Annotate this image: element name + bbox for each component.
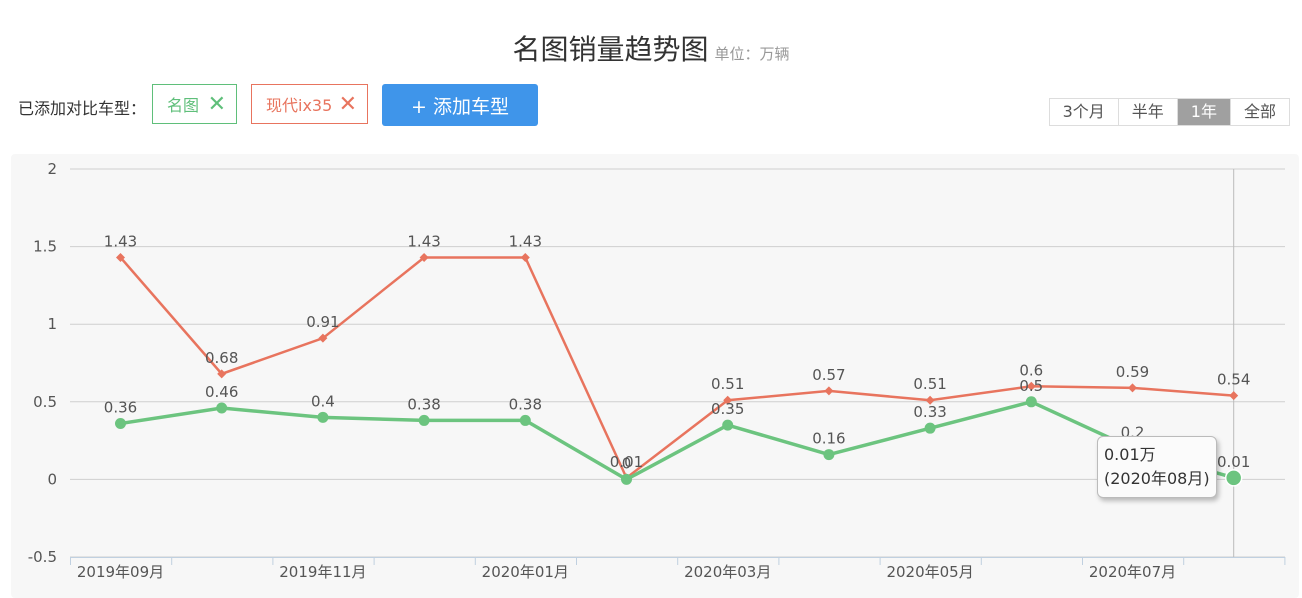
y-tick-label: -0.5 xyxy=(28,548,57,566)
x-tick-label: 2020年05月 xyxy=(886,563,973,581)
tab-half-year[interactable]: 半年 xyxy=(1117,99,1177,125)
data-point-mingtu xyxy=(418,414,430,426)
x-tick-label: 2020年07月 xyxy=(1089,563,1176,581)
data-point-ix35 xyxy=(217,369,227,379)
data-label: 1.43 xyxy=(509,232,542,250)
add-model-button[interactable]: + 添加车型 xyxy=(382,84,538,126)
data-point-mingtu xyxy=(317,411,329,423)
tab-1-year[interactable]: 1年 xyxy=(1176,99,1230,125)
data-point-ix35 xyxy=(1229,391,1239,401)
y-tick-label: 1 xyxy=(47,315,57,333)
compare-chip-ix35: 现代ix35 ✕ xyxy=(251,84,368,124)
data-label: 0.16 xyxy=(812,430,845,448)
data-point-ix35 xyxy=(824,386,834,396)
series-line-mingtu xyxy=(120,399,1235,482)
y-tick-label: 0.5 xyxy=(33,393,57,411)
data-point-mingtu xyxy=(621,473,632,485)
data-label: 1.43 xyxy=(407,232,440,250)
remove-mingtu-icon[interactable]: ✕ xyxy=(207,91,226,117)
data-point-ix35 xyxy=(925,395,935,405)
data-label: 0.46 xyxy=(205,383,238,401)
data-point-mingtu xyxy=(216,402,228,414)
data-label: 0 xyxy=(622,454,632,472)
data-label: 0.35 xyxy=(711,400,744,418)
series-line-ix35 xyxy=(119,256,1234,480)
data-point-ix35 xyxy=(419,252,429,262)
compare-label: 已添加对比车型： xyxy=(18,99,147,118)
range-tabs: 3个月 半年 1年 全部 xyxy=(1048,98,1290,126)
chip-label: 名图 xyxy=(167,96,200,115)
data-point-mingtu xyxy=(1025,396,1037,408)
data-label: 0.01 xyxy=(610,453,643,471)
tab-3-months[interactable]: 3个月 xyxy=(1049,99,1118,125)
chart-area xyxy=(11,154,1299,598)
data-label: 0.6 xyxy=(1019,361,1043,379)
data-label: 0.4 xyxy=(311,392,335,410)
x-tick-label: 2020年01月 xyxy=(482,563,569,581)
data-label: 1.43 xyxy=(104,232,137,250)
y-tick-label: 1.5 xyxy=(33,238,57,256)
data-point-ix35 xyxy=(318,333,328,343)
compare-chip-mingtu: 名图 ✕ xyxy=(152,84,237,124)
data-label: 0.59 xyxy=(1116,363,1149,381)
data-point-ix35 xyxy=(116,252,125,262)
data-point-ix35 xyxy=(723,395,733,405)
remove-ix35-icon[interactable]: ✕ xyxy=(338,91,357,117)
data-label: 0.54 xyxy=(1217,371,1250,389)
data-label: 0.5 xyxy=(1019,377,1043,395)
data-point-ix35 xyxy=(1026,381,1036,391)
tab-all[interactable]: 全部 xyxy=(1229,99,1289,125)
data-point-mingtu xyxy=(115,418,126,430)
chart-tooltip: 0.01万 (2020年08月) xyxy=(1097,436,1217,498)
unit-label: 单位：万辆 xyxy=(714,45,790,63)
data-point-mingtu xyxy=(1224,469,1243,487)
data-point-mingtu xyxy=(519,414,531,426)
data-point-ix35 xyxy=(1128,383,1137,393)
tooltip-date: (2020年08月) xyxy=(1104,469,1210,488)
data-label: 0.01 xyxy=(1217,453,1250,471)
data-point-mingtu xyxy=(924,422,936,434)
data-label: 0.38 xyxy=(407,395,440,413)
y-tick-label: 0 xyxy=(47,470,57,488)
data-point-mingtu xyxy=(722,419,734,431)
data-label: 0.38 xyxy=(509,395,542,413)
x-tick-label: 2020年03月 xyxy=(684,563,771,581)
data-label: 0.91 xyxy=(306,313,339,331)
data-point-ix35 xyxy=(520,252,530,262)
data-label: 0.33 xyxy=(913,403,946,421)
chart-title-row: 名图销量趋势图 单位：万辆 xyxy=(0,28,1302,68)
data-label: 0.68 xyxy=(205,349,238,367)
y-tick-label: 2 xyxy=(47,160,57,178)
data-label: 0.36 xyxy=(104,399,137,417)
data-label: 0.51 xyxy=(711,375,744,393)
data-label: 0.51 xyxy=(913,375,946,393)
data-label: 0.57 xyxy=(812,366,845,384)
chip-label: 现代ix35 xyxy=(266,96,333,115)
tooltip-value: 0.01万 xyxy=(1104,445,1156,464)
data-point-mingtu xyxy=(823,449,835,461)
x-tick-label: 2019年11月 xyxy=(279,563,366,581)
x-tick-label: 2019年09月 xyxy=(77,563,164,581)
page-title: 名图销量趋势图 xyxy=(512,33,709,66)
